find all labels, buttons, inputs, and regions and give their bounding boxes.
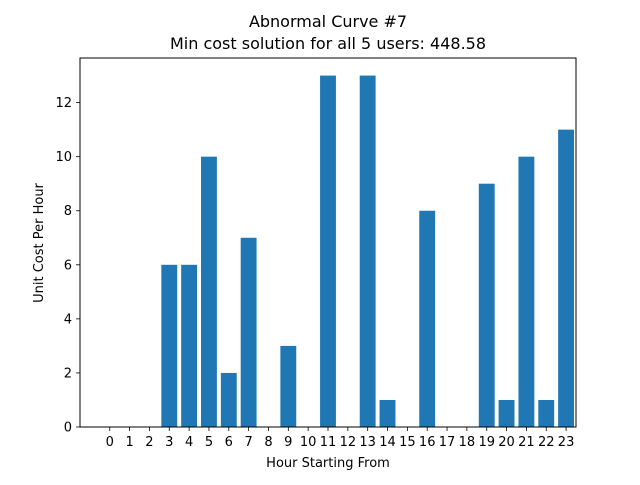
bar-hour-5 <box>201 156 217 428</box>
bar-hour-21 <box>518 156 535 428</box>
x-tick-label: 11 <box>320 435 337 450</box>
chart-title: Abnormal Curve #7 <box>249 12 407 31</box>
x-tick-label: 8 <box>264 435 272 450</box>
bar-hour-7 <box>240 237 257 427</box>
x-tick-label: 9 <box>284 435 292 450</box>
x-tick-label: 15 <box>399 435 416 450</box>
x-tick-label: 1 <box>125 435 133 450</box>
bar-hour-14 <box>379 399 396 427</box>
bar-series <box>161 75 575 428</box>
x-tick-label: 12 <box>340 435 357 450</box>
x-tick-label: 0 <box>106 435 114 450</box>
y-axis-label: Unit Cost Per Hour <box>32 182 47 302</box>
y-tick-label: 12 <box>55 96 72 111</box>
x-tick-label: 16 <box>419 435 436 450</box>
x-axis-ticks: 0 1 2 3 4 5 6 7 8 9 10 11 12 13 14 15 16 17 18 19 20 21 22 23 <box>106 427 575 450</box>
x-tick-label: 23 <box>558 435 575 450</box>
x-tick-label: 7 <box>244 435 252 450</box>
y-tick-label: 0 <box>64 421 72 436</box>
chart-subtitle: Min cost solution for all 5 users: 448.5… <box>170 34 486 53</box>
x-tick-label: 17 <box>439 435 456 450</box>
plot-frame <box>79 57 577 428</box>
x-tick-label: 22 <box>538 435 555 450</box>
bar-hour-3 <box>161 264 178 427</box>
bar-hour-4 <box>181 264 198 427</box>
x-tick-label: 3 <box>165 435 173 450</box>
bar-hour-13 <box>359 75 376 427</box>
x-tick-label: 2 <box>145 435 153 450</box>
bar-hour-11 <box>320 75 336 427</box>
x-tick-label: 10 <box>300 435 317 450</box>
y-tick-label: 4 <box>64 312 72 327</box>
bar-hour-22 <box>538 399 555 427</box>
bar-hour-9 <box>280 345 297 427</box>
bar-hour-20 <box>498 399 515 427</box>
x-axis-label: Hour Starting From <box>266 456 390 471</box>
x-tick-label: 14 <box>379 435 396 450</box>
bar-hour-19 <box>478 183 495 427</box>
y-tick-label: 10 <box>55 150 72 165</box>
x-tick-label: 6 <box>225 435 233 450</box>
bar-hour-23 <box>558 129 575 427</box>
y-tick-label: 2 <box>64 366 72 381</box>
y-tick-label: 8 <box>64 204 72 219</box>
x-tick-label: 21 <box>518 435 535 450</box>
bar-hour-6 <box>220 372 237 427</box>
x-tick-label: 18 <box>459 435 476 450</box>
x-tick-label: 4 <box>185 435 193 450</box>
x-tick-label: 5 <box>205 435 213 450</box>
x-tick-label: 19 <box>478 435 495 450</box>
x-tick-label: 13 <box>359 435 376 450</box>
bar-hour-16 <box>419 210 436 427</box>
y-axis-ticks: 0 2 4 6 8 10 12 <box>55 96 80 436</box>
x-tick-label: 20 <box>498 435 515 450</box>
y-tick-label: 6 <box>64 258 72 273</box>
